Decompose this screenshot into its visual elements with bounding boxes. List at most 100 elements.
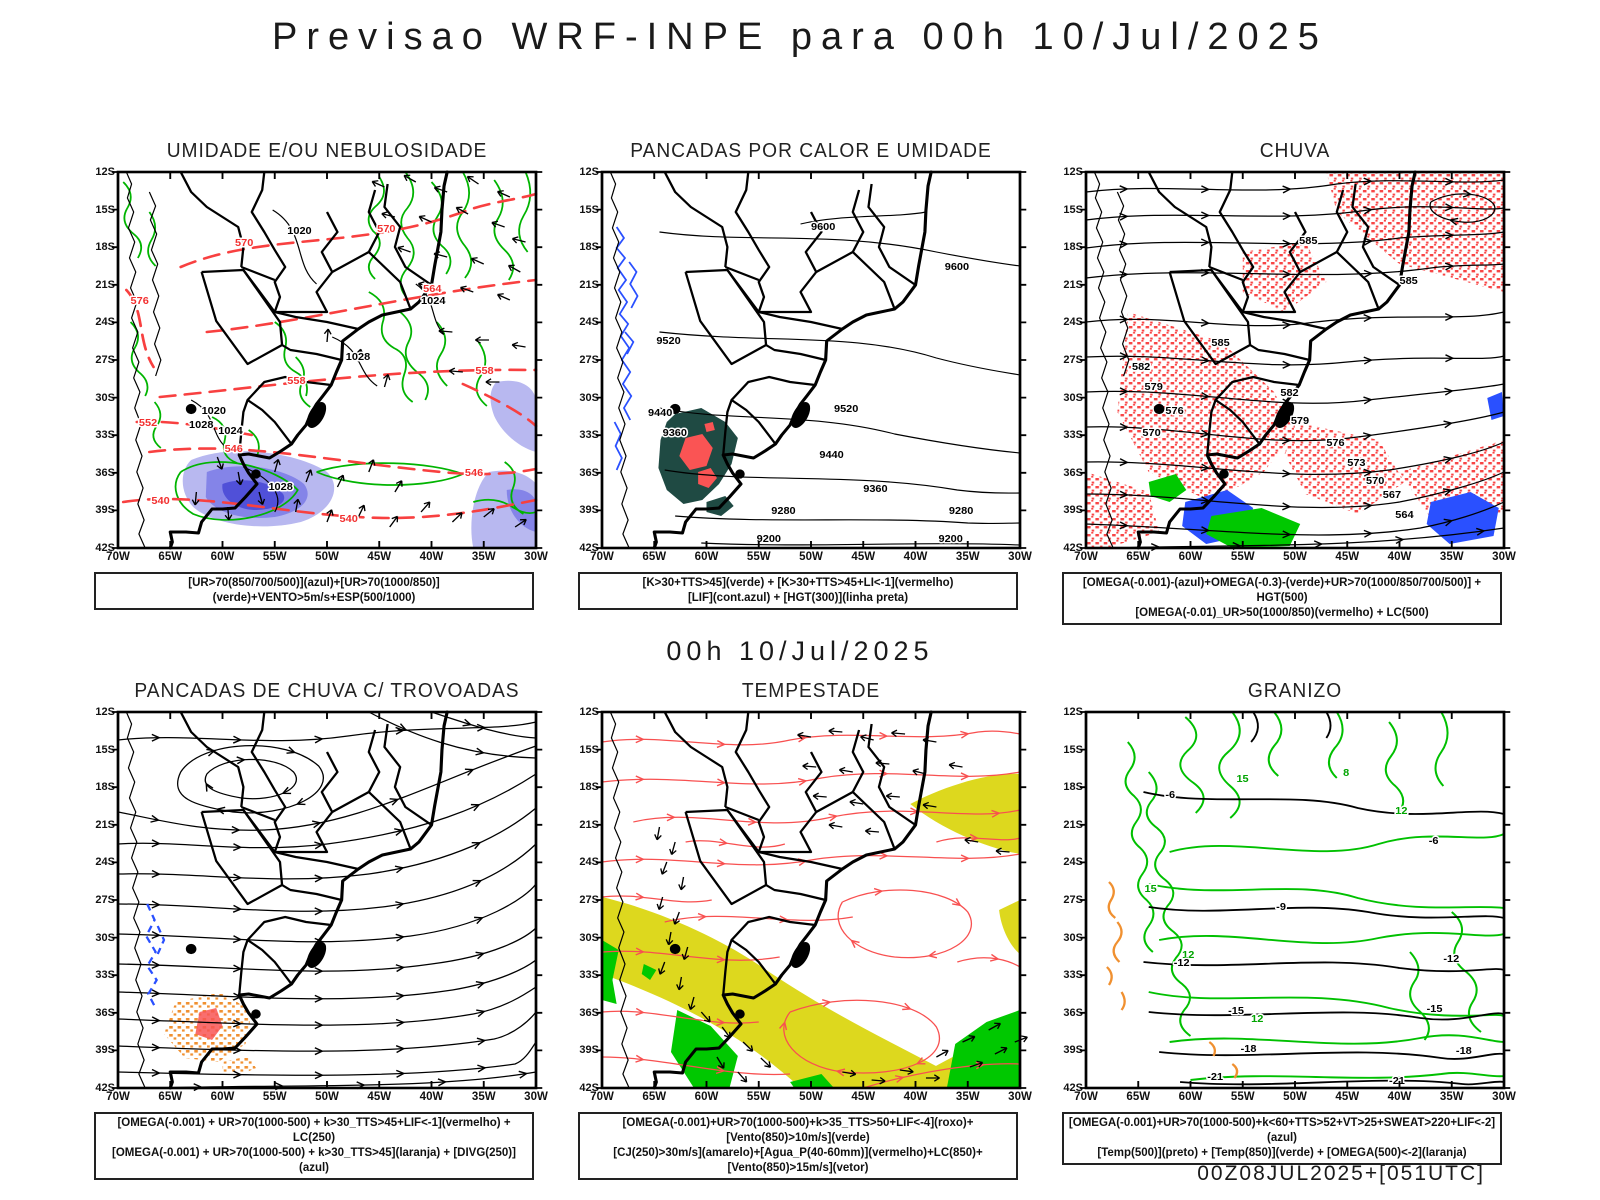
lat-label: 42S (1063, 1081, 1083, 1094)
lat-label: 15S (1063, 203, 1083, 216)
lon-label: 35W (471, 551, 496, 563)
panel-tempestade: TEMPESTADE 12S 15S 18S 21S 24S 27S 30S 33S 36S 39… (576, 680, 1038, 1180)
lon-label: 50W (315, 551, 339, 563)
svg-text:564: 564 (423, 283, 441, 295)
panel-title: TEMPESTADE (741, 680, 881, 702)
temp500-black-contours (1143, 711, 1505, 1086)
lat-label: 12S (95, 706, 115, 718)
lon-label: 30W (1008, 1091, 1032, 1103)
svg-text:576: 576 (1165, 405, 1183, 417)
svg-text:570: 570 (1366, 475, 1384, 487)
svg-text:-12: -12 (1174, 957, 1190, 969)
panel-chuva: CHUVA 12S 15S 18S 21S 24S 27S 30S 33S 36S 39S 42S (1060, 140, 1522, 625)
caption-line: [LIF](cont.azul) + [HGT(300)](linha pret… (687, 592, 909, 604)
svg-text:9600: 9600 (945, 261, 969, 273)
lat-label: 18S (579, 241, 599, 254)
legend-caption: [OMEGA(-0.001)+UR>70(1000-500)+k>35_TTS>… (578, 1112, 1018, 1180)
lat-label: 24S (95, 316, 115, 329)
lat-label: 18S (1063, 781, 1083, 794)
lon-label: 30W (1492, 551, 1516, 563)
lon-label: 60W (694, 551, 719, 563)
divg-blue-line (144, 903, 166, 1009)
lon-label: 55W (262, 1091, 287, 1103)
caption-line: [K>30+TTS>45](verde) + [K>30+TTS>45+LI<-… (642, 577, 954, 589)
lat-axis: 12S 15S 18S 21S 24S 27S 30S 33S 36S 39S 42S (576, 706, 601, 1094)
convective-region (658, 408, 738, 516)
lat-label: 39S (95, 504, 115, 517)
lat-label: 33S (579, 429, 599, 442)
lon-label: 55W (1230, 1091, 1255, 1103)
svg-text:564: 564 (1395, 509, 1413, 521)
lon-label: 70W (1074, 551, 1098, 563)
svg-text:9440: 9440 (648, 407, 672, 419)
lon-label: 45W (367, 551, 392, 563)
svg-text:579: 579 (1291, 415, 1309, 427)
svg-text:9600: 9600 (811, 221, 835, 233)
red-thickness-contours (121, 192, 538, 520)
legend-caption: [K>30+TTS>45](verde) + [K>30+TTS>45+LI<-… (578, 572, 1018, 610)
lat-label: 27S (579, 893, 599, 906)
lon-label: 65W (158, 551, 183, 563)
lon-label: 70W (106, 1091, 130, 1103)
lat-label: 39S (1063, 1044, 1083, 1057)
legend-caption: [OMEGA(-0.001)-(azul)+OMEGA(-0.3)-(verde… (1062, 572, 1502, 625)
map-tempestade (594, 710, 1030, 1090)
lon-label: 55W (746, 1091, 771, 1103)
svg-text:1028: 1028 (189, 419, 213, 431)
lat-label: 33S (95, 429, 115, 442)
svg-text:8: 8 (1343, 767, 1349, 779)
svg-text:576: 576 (131, 295, 149, 307)
svg-text:9360: 9360 (663, 427, 687, 439)
lat-label: 12S (579, 166, 599, 178)
caption-line: [OMEGA(-0.001)+UR>70(1000-500)+k<60+TTS>… (1068, 1117, 1496, 1144)
lat-label: 36S (1063, 1006, 1083, 1019)
svg-text:1020: 1020 (202, 405, 226, 417)
lat-label: 36S (1063, 466, 1083, 479)
lat-label: 27S (95, 893, 115, 906)
mid-valid-time-label: 00h 10/Jul/2025 (666, 636, 934, 666)
lon-label: 60W (694, 1091, 719, 1103)
lon-label: 30W (524, 1091, 548, 1103)
lon-label: 65W (642, 551, 667, 563)
green-humidity-contours (122, 171, 537, 521)
lon-axis: 70W 65W 60W 55W 50W 45W 40W 35W 30W (1069, 1091, 1521, 1103)
lon-label: 50W (799, 1091, 823, 1103)
lat-label: 21S (95, 278, 115, 291)
lon-label: 40W (1387, 1091, 1412, 1103)
svg-text:579: 579 (1145, 381, 1163, 393)
lon-label: 55W (746, 551, 771, 563)
svg-text:9360: 9360 (863, 483, 887, 495)
lon-label: 35W (955, 551, 980, 563)
lon-axis: 70W 65W 60W 55W 50W 45W 40W 35W 30W (101, 1091, 553, 1103)
lat-label: 24S (1063, 856, 1083, 869)
svg-text:582: 582 (1280, 387, 1298, 399)
svg-text:12: 12 (1251, 1013, 1263, 1025)
svg-text:-21: -21 (1207, 1071, 1223, 1083)
lon-label: 35W (955, 1091, 980, 1103)
svg-text:9520: 9520 (834, 403, 858, 415)
map-trovoadas (110, 710, 544, 1092)
caption-line: [OMEGA(-0.001)-(azul)+OMEGA(-0.3)-(verde… (1082, 577, 1482, 604)
lat-label: 21S (95, 818, 115, 831)
lif-blue-contour (613, 226, 639, 471)
svg-text:585: 585 (1400, 275, 1418, 287)
thunder-areas (163, 992, 256, 1076)
lat-label: 42S (95, 541, 115, 554)
lon-label: 70W (106, 551, 130, 563)
caption-line: [UR>70(850/700/500)](azul)+[UR>70(1000/8… (188, 577, 440, 604)
svg-text:1028: 1028 (346, 351, 370, 363)
omega-orange-marks (1106, 881, 1239, 1079)
lat-axis: 12S 15S 18S 21S 24S 27S 30S 33S 36S 39S 42S (576, 166, 601, 554)
contour-labels: 9600 9600 9520 9520 9440 9440 9360 9360 … (646, 220, 974, 547)
lat-label: 33S (1063, 969, 1083, 982)
lat-label: 12S (1063, 706, 1083, 718)
map-pancadas-calor: 9600 9600 9520 9520 9440 9440 9360 9360 … (594, 170, 1028, 550)
svg-text:9440: 9440 (819, 449, 843, 461)
lat-label: 15S (95, 743, 115, 756)
lon-label: 35W (471, 1091, 496, 1103)
lat-label: 12S (95, 166, 115, 178)
red-streamlines (601, 730, 1021, 1089)
lat-axis: 12S 15S 18S 21S 24S 27S 30S 33S 36S 39S 42S (1060, 166, 1085, 554)
lat-label: 24S (95, 856, 115, 869)
svg-text:-15: -15 (1228, 1005, 1244, 1017)
